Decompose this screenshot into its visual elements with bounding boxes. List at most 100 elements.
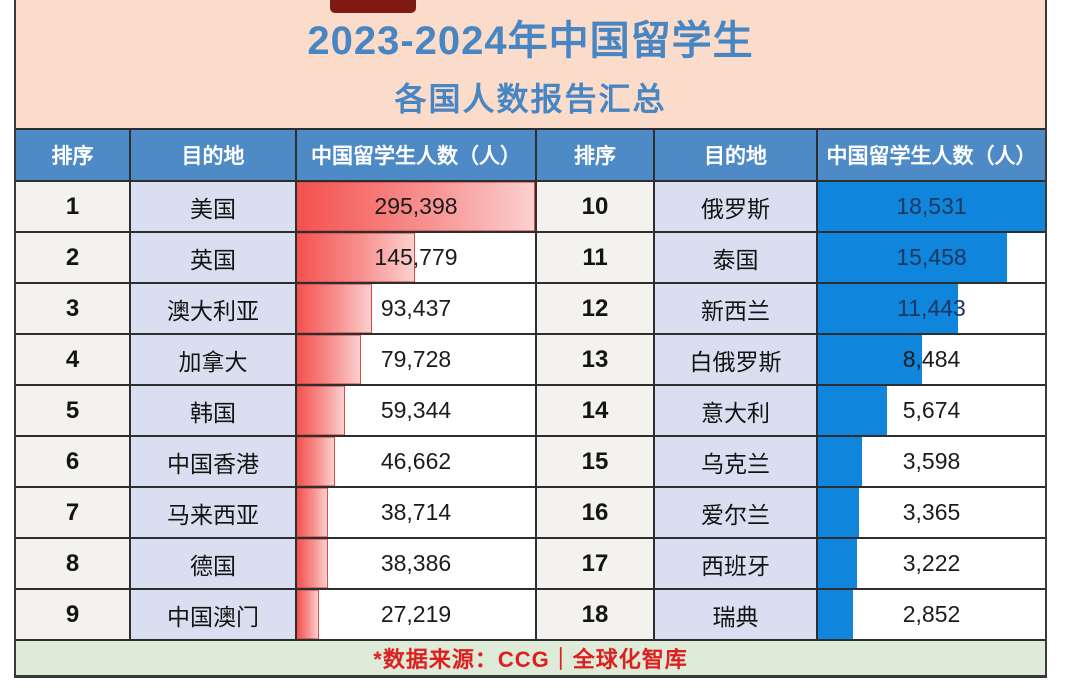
rank-cell: 6 [16,437,129,486]
count-bar [818,590,853,639]
column-header-rank-right: 排序 [537,130,653,180]
count-label: 59,344 [380,397,452,423]
count-cell: 59,344 [297,386,535,435]
count-cell: 295,398 [297,182,535,231]
destination-cell: 意大利 [655,386,816,435]
rank-cell: 4 [16,335,129,384]
destination-cell: 西班牙 [655,539,816,588]
count-label: 15,458 [896,244,967,270]
count-cell: 5,674 [818,386,1045,435]
comparison-table: 排序 目的地 中国留学生人数（人） 排序 目的地 中国留学生人数（人） 1 美国 2… [16,128,1045,639]
destination-cell: 德国 [131,539,295,588]
count-bar [297,335,362,384]
count-label: 2,852 [902,601,961,627]
count-label: 295,398 [374,193,458,219]
count-cell: 18,531 [818,182,1045,231]
count-bar [818,539,858,588]
destination-cell: 英国 [131,233,295,282]
destination-cell: 加拿大 [131,335,295,384]
page-title: 2023-2024年中国留学生 [307,19,754,63]
count-label: 27,219 [380,601,452,627]
count-cell: 93,437 [297,284,535,333]
count-label: 5,674 [902,397,961,423]
count-label: 18,531 [896,193,967,219]
count-cell: 38,714 [297,488,535,537]
count-bar [297,539,328,588]
column-header-count-right: 中国留学生人数（人） [818,130,1045,180]
count-cell: 11,443 [818,284,1045,333]
destination-cell: 瑞典 [655,590,816,639]
rank-cell: 9 [16,590,129,639]
count-cell: 2,852 [818,590,1045,639]
destination-cell: 美国 [131,182,295,231]
destination-cell: 爱尔兰 [655,488,816,537]
rank-cell: 3 [16,284,129,333]
count-bar [818,182,1045,231]
count-label: 93,437 [380,295,452,321]
count-label: 3,365 [902,499,961,525]
rank-cell: 16 [537,488,653,537]
data-source-note: *数据来源：CCG｜全球化智库 [16,639,1045,675]
rank-cell: 17 [537,539,653,588]
destination-cell: 泰国 [655,233,816,282]
count-cell: 8,484 [818,335,1045,384]
count-bar [297,386,345,435]
rank-cell: 11 [537,233,653,282]
count-cell: 3,365 [818,488,1045,537]
column-header-rank-left: 排序 [16,130,129,180]
page-subtitle: 各国人数报告汇总 [394,81,667,117]
destination-cell: 新西兰 [655,284,816,333]
count-label: 145,779 [374,244,458,270]
count-label: 11,443 [897,295,966,321]
count-cell: 38,386 [297,539,535,588]
count-cell: 3,222 [818,539,1045,588]
destination-cell: 中国香港 [131,437,295,486]
count-label: 79,728 [380,346,452,372]
count-cell: 46,662 [297,437,535,486]
destination-cell: 马来西亚 [131,488,295,537]
count-bar [818,284,959,333]
destination-cell: 澳大利亚 [131,284,295,333]
count-label: 3,222 [902,550,961,576]
count-cell: 3,598 [818,437,1045,486]
destination-cell: 中国澳门 [131,590,295,639]
rank-cell: 1 [16,182,129,231]
count-bar [818,386,888,435]
count-bar [297,182,535,231]
content-frame: 2023-2024年中国留学生 各国人数报告汇总 排序 目的地 中国留学生人数（… [14,0,1047,678]
count-bar [818,437,863,486]
count-cell: 15,458 [818,233,1045,282]
rank-cell: 10 [537,182,653,231]
count-bar [818,233,1008,282]
count-bar [297,233,415,282]
count-label: 8,484 [902,346,961,372]
count-label: 3,598 [902,448,961,474]
count-bar [818,488,860,537]
rank-cell: 5 [16,386,129,435]
count-label: 38,714 [380,499,452,525]
column-header-count-left: 中国留学生人数（人） [297,130,535,180]
title-banner: 2023-2024年中国留学生 各国人数报告汇总 [16,0,1045,128]
rank-cell: 7 [16,488,129,537]
count-bar [297,437,335,486]
rank-cell: 18 [537,590,653,639]
count-cell: 79,728 [297,335,535,384]
cropped-red-text-fragment [330,0,416,13]
rank-cell: 15 [537,437,653,486]
destination-cell: 乌克兰 [655,437,816,486]
destination-cell: 俄罗斯 [655,182,816,231]
count-label: 46,662 [380,448,452,474]
count-bar [297,284,373,333]
rank-cell: 12 [537,284,653,333]
rank-cell: 8 [16,539,129,588]
count-cell: 27,219 [297,590,535,639]
destination-cell: 白俄罗斯 [655,335,816,384]
count-cell: 145,779 [297,233,535,282]
rank-cell: 13 [537,335,653,384]
rank-cell: 14 [537,386,653,435]
count-bar [818,335,922,384]
count-bar [297,488,329,537]
destination-cell: 韩国 [131,386,295,435]
count-bar [297,590,319,639]
